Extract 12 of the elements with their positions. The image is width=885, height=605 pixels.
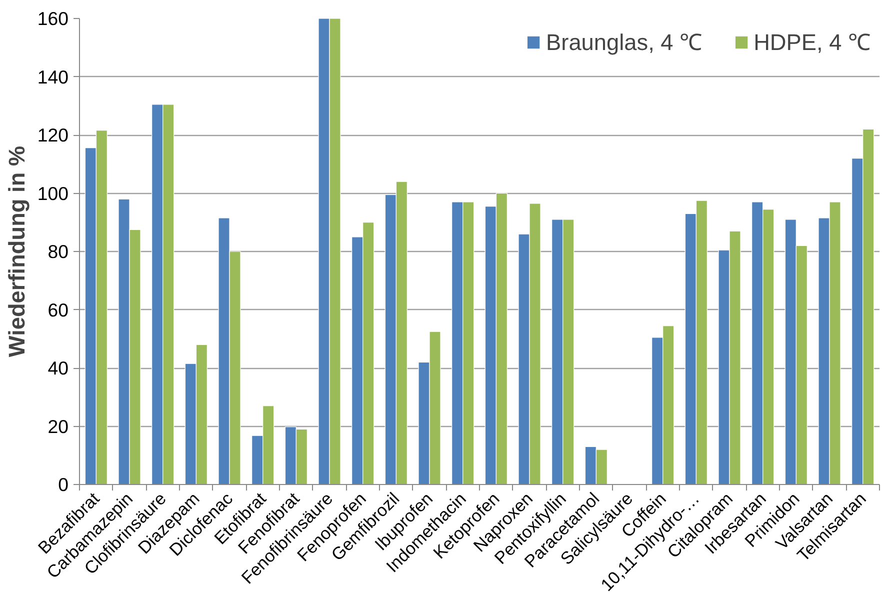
y-tick-label: 0: [58, 474, 69, 495]
y-tick-label: 100: [37, 182, 69, 204]
y-tick-label: 80: [48, 241, 69, 262]
y-tick-label: 140: [37, 66, 69, 88]
y-tick-label: 20: [48, 416, 69, 437]
y-axis-title: Wiederfindung in %: [3, 146, 30, 358]
legend-label: HDPE, 4 ℃: [754, 28, 871, 57]
y-tick-label: 60: [48, 299, 69, 320]
y-tick-label: 40: [48, 358, 69, 378]
y-tick-label: 120: [37, 124, 69, 146]
legend-label: Braunglas, 4 ℃: [546, 28, 703, 57]
y-tick-label: 160: [37, 8, 69, 29]
